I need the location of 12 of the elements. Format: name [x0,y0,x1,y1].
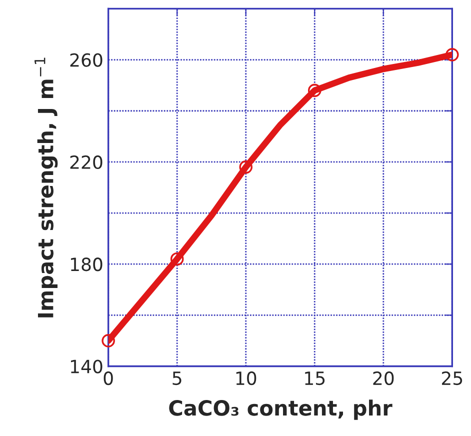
y-tick-label: 220 [70,155,102,170]
y-tick-label: 260 [70,53,102,67]
x-tick-label: 0 [104,371,113,386]
x-tick-label: 15 [305,372,325,386]
x-tick-label: 20 [373,371,394,386]
x-tick-label: 10 [236,371,256,386]
x-tick-label: 25 [442,371,462,386]
y-tick-label: 140 [70,360,102,374]
y-axis-title: Impact strength, J m$^{−1}$ [34,58,58,318]
x-axis-title: CaCO₃ content, phr [169,400,392,420]
y-tick-label: 180 [70,258,102,272]
x-tick-label: 5 [172,372,182,386]
